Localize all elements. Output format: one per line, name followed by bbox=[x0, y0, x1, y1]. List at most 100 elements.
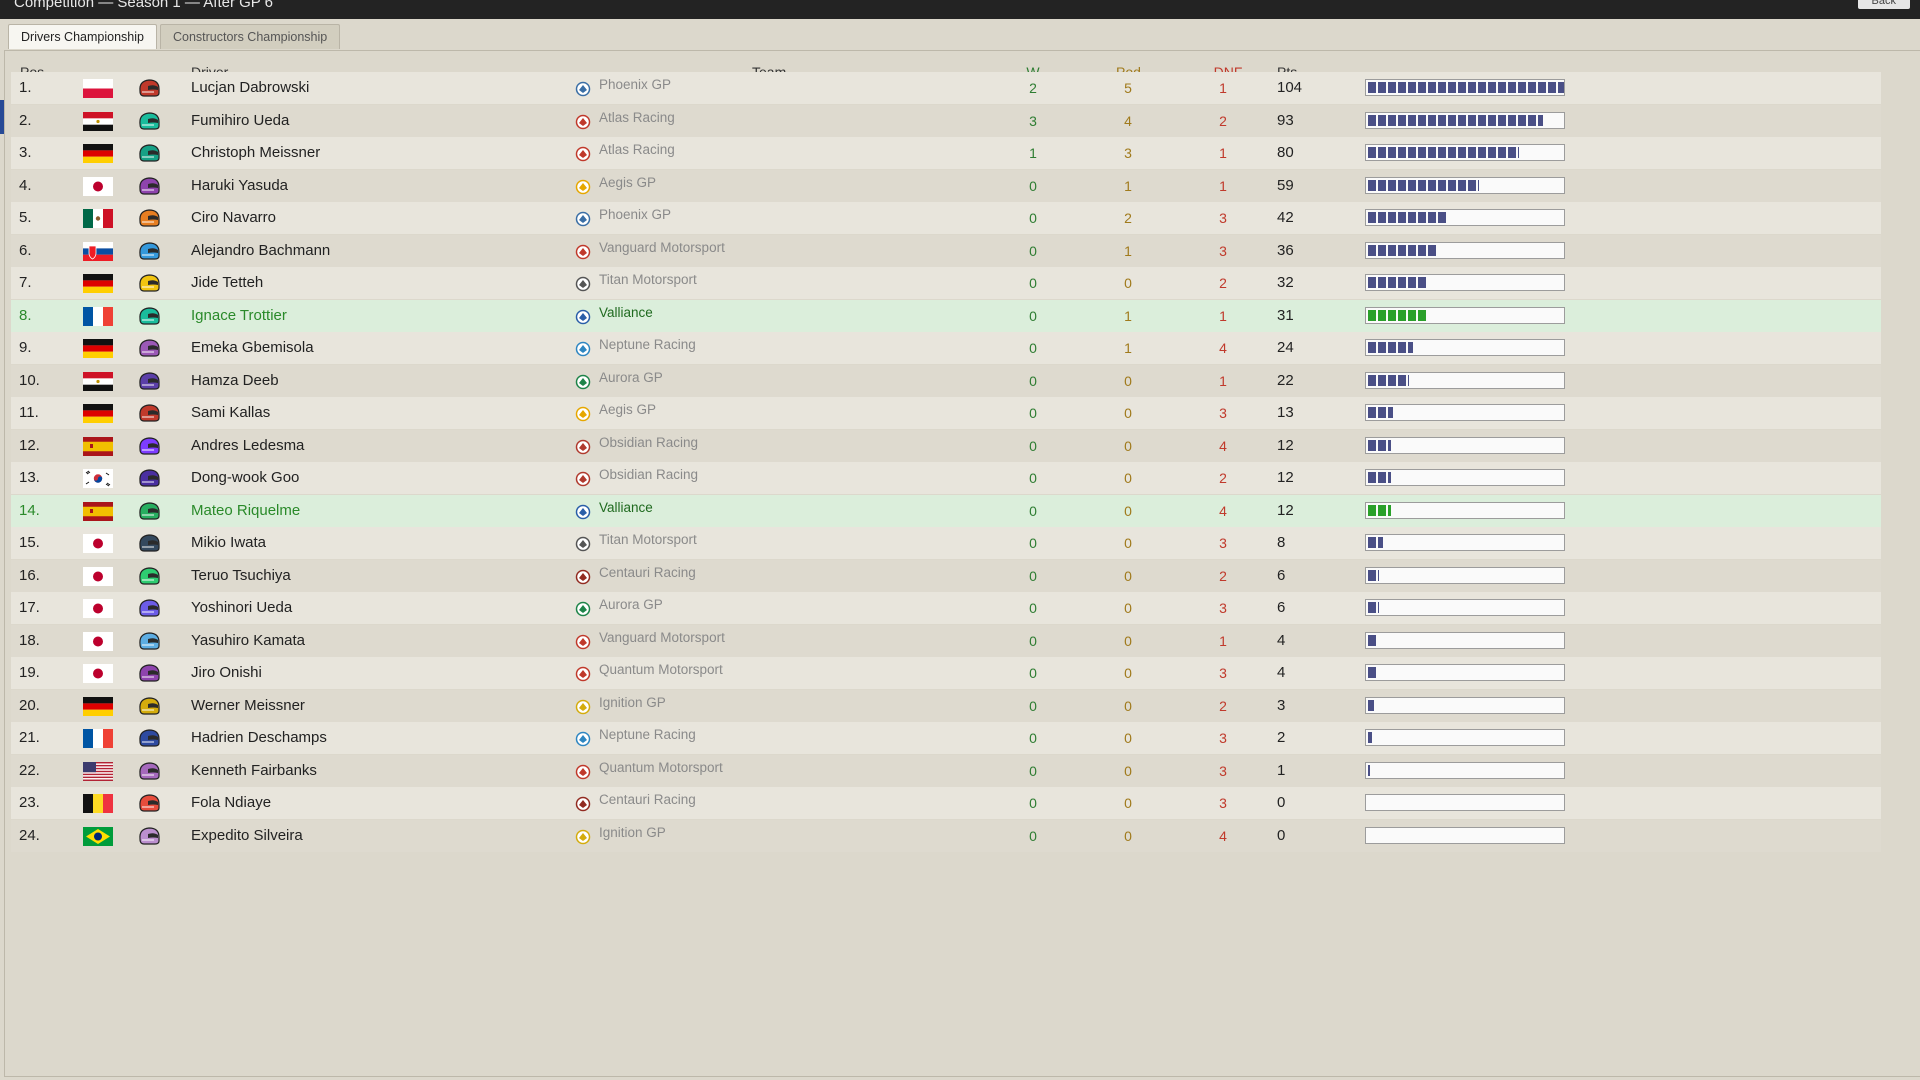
team-cell[interactable]: Quantum Motorsport bbox=[575, 654, 723, 686]
team-cell[interactable]: Ignition GP bbox=[575, 817, 666, 849]
team-name: Quantum Motorsport bbox=[599, 662, 723, 677]
podiums-value: 0 bbox=[1124, 795, 1132, 811]
driver-name[interactable]: Yasuhiro Kamata bbox=[191, 631, 305, 649]
table-row[interactable]: 8. Ignace Trottier Valliance 0 1 1 31 bbox=[11, 297, 1881, 332]
team-cell[interactable]: Titan Motorsport bbox=[575, 264, 697, 296]
driver-name[interactable]: Dong-wook Goo bbox=[191, 469, 300, 486]
tab-drivers-championship[interactable]: Drivers Championship bbox=[8, 24, 157, 49]
driver-name[interactable]: Jiro Onishi bbox=[191, 664, 262, 681]
table-row[interactable]: 5. Ciro Navarro Phoenix GP 0 2 3 42 bbox=[11, 202, 1881, 234]
table-row[interactable]: 2. Fumihiro Ueda Atlas Racing 3 4 2 93 bbox=[11, 102, 1881, 137]
team-cell[interactable]: Quantum Motorsport bbox=[575, 752, 723, 784]
helmet-icon bbox=[137, 792, 161, 814]
table-row[interactable]: 24. Expedito Silveira Ignition GP 0 0 4 0 bbox=[11, 817, 1881, 852]
wins-value: 0 bbox=[1029, 535, 1037, 551]
points-value: 12 bbox=[1277, 469, 1294, 486]
helmet-icon bbox=[137, 662, 161, 684]
team-cell[interactable]: Vanguard Motorsport bbox=[575, 622, 725, 654]
driver-name[interactable]: Mateo Riquelme bbox=[191, 501, 301, 519]
driver-name[interactable]: Sami Kallas bbox=[191, 404, 271, 421]
table-row[interactable]: 20. Werner Meissner Ignition GP 0 0 2 3 bbox=[11, 687, 1881, 722]
driver-name[interactable]: Emeka Gbemisola bbox=[191, 339, 314, 356]
team-cell[interactable]: Phoenix GP bbox=[575, 69, 671, 101]
team-cell[interactable]: Aegis GP bbox=[575, 394, 656, 426]
points-value: 80 bbox=[1277, 144, 1294, 161]
row-position: 2. bbox=[19, 111, 32, 129]
team-cell[interactable]: Ignition GP bbox=[575, 687, 666, 719]
team-cell[interactable]: Vanguard Motorsport bbox=[575, 232, 725, 264]
team-cell[interactable]: Aurora GP bbox=[575, 589, 663, 621]
driver-name[interactable]: Yoshinori Ueda bbox=[191, 599, 293, 616]
table-row[interactable]: 17. Yoshinori Ueda Aurora GP 0 0 3 6 bbox=[11, 592, 1881, 624]
table-row[interactable]: 21. Hadrien Deschamps Neptune Racing 0 0 3 2 bbox=[11, 722, 1881, 754]
podiums-value: 0 bbox=[1124, 405, 1132, 421]
driver-name[interactable]: Mikio Iwata bbox=[191, 534, 267, 551]
table-row[interactable]: 10. Hamza Deeb Aurora GP 0 0 1 22 bbox=[11, 362, 1881, 397]
team-logo-icon bbox=[575, 240, 591, 260]
table-row[interactable]: 7. Jide Tetteh Titan Motorsport 0 0 2 32 bbox=[11, 267, 1881, 299]
germany-flag bbox=[83, 696, 113, 716]
team-cell[interactable]: Neptune Racing bbox=[575, 329, 696, 361]
table-row[interactable]: 11. Sami Kallas Aegis GP 0 0 3 13 bbox=[11, 397, 1881, 429]
driver-name[interactable]: Kenneth Fairbanks bbox=[191, 761, 317, 779]
table-row[interactable]: 16. Teruo Tsuchiya Centauri Racing 0 0 2 6 bbox=[11, 557, 1881, 592]
table-row[interactable]: 19. Jiro Onishi Quantum Motorsport 0 0 3 4 bbox=[11, 657, 1881, 689]
driver-name[interactable]: Fumihiro Ueda bbox=[191, 111, 290, 129]
tab-constructors-championship[interactable]: Constructors Championship bbox=[159, 24, 341, 49]
driver-name[interactable]: Werner Meissner bbox=[191, 696, 305, 714]
driver-name[interactable]: Hamza Deeb bbox=[191, 371, 279, 389]
team-cell[interactable]: Centauri Racing bbox=[575, 557, 696, 589]
team-cell[interactable]: Titan Motorsport bbox=[575, 524, 697, 556]
table-row[interactable]: 3. Christoph Meissner Atlas Racing 1 3 1 80 bbox=[11, 137, 1881, 169]
table-row[interactable]: 18. Yasuhiro Kamata Vanguard Motorsport 0 0 1… bbox=[11, 622, 1881, 657]
team-cell[interactable]: Valliance bbox=[575, 297, 653, 329]
driver-name[interactable]: Hadrien Deschamps bbox=[191, 729, 327, 746]
team-cell[interactable]: Atlas Racing bbox=[575, 102, 675, 134]
table-row[interactable]: 23. Fola Ndiaye Centauri Racing 0 0 3 0 bbox=[11, 787, 1881, 819]
team-cell[interactable]: Aegis GP bbox=[575, 167, 656, 199]
team-cell[interactable]: Obsidian Racing bbox=[575, 459, 698, 491]
driver-name[interactable]: Teruo Tsuchiya bbox=[191, 566, 291, 584]
team-logo-icon bbox=[575, 370, 591, 390]
helmet-icon bbox=[137, 597, 161, 619]
helmet-icon bbox=[137, 110, 161, 132]
table-row[interactable]: 22. Kenneth Fairbanks Quantum Motorsport 0 0… bbox=[11, 752, 1881, 787]
points-bar-fill bbox=[1368, 277, 1428, 288]
table-row[interactable]: 9. Emeka Gbemisola Neptune Racing 0 1 4 24 bbox=[11, 332, 1881, 364]
driver-name[interactable]: Jide Tetteh bbox=[191, 274, 264, 291]
back-button[interactable]: Back bbox=[1857, 0, 1910, 9]
points-bar-fill bbox=[1368, 342, 1413, 353]
driver-name[interactable]: Ciro Navarro bbox=[191, 209, 277, 226]
dnf-value: 3 bbox=[1219, 405, 1227, 421]
table-row[interactable]: 12. Andres Ledesma Obsidian Racing 0 0 4 12 bbox=[11, 427, 1881, 462]
points-bar-fill bbox=[1368, 472, 1391, 483]
driver-name[interactable]: Lucjan Dabrowski bbox=[191, 79, 310, 96]
driver-name[interactable]: Ignace Trottier bbox=[191, 306, 287, 324]
table-row[interactable]: 1. Lucjan Dabrowski Phoenix GP 2 5 1 104 bbox=[11, 72, 1881, 104]
table-row[interactable]: 14. Mateo Riquelme Valliance 0 0 4 12 bbox=[11, 492, 1881, 527]
driver-name[interactable]: Fola Ndiaye bbox=[191, 794, 272, 811]
table-row[interactable]: 15. Mikio Iwata Titan Motorsport 0 0 3 8 bbox=[11, 527, 1881, 559]
team-logo-icon bbox=[575, 175, 591, 195]
points-value: 24 bbox=[1277, 339, 1294, 356]
helmet-icon bbox=[137, 402, 161, 424]
table-row[interactable]: 6. Alejandro Bachmann Vanguard Motorsport 0… bbox=[11, 232, 1881, 267]
driver-name[interactable]: Expedito Silveira bbox=[191, 826, 303, 844]
driver-name[interactable]: Andres Ledesma bbox=[191, 436, 305, 454]
table-row[interactable]: 13. Dong-wook Goo Obsidian Racing 0 0 2 12 bbox=[11, 462, 1881, 494]
row-position: 10. bbox=[19, 371, 40, 389]
table-row[interactable]: 4. Haruki Yasuda Aegis GP 0 1 1 59 bbox=[11, 167, 1881, 202]
team-cell[interactable]: Obsidian Racing bbox=[575, 427, 698, 459]
team-cell[interactable]: Centauri Racing bbox=[575, 784, 696, 816]
podiums-value: 0 bbox=[1124, 535, 1132, 551]
team-cell[interactable]: Neptune Racing bbox=[575, 719, 696, 751]
points-bar-fill bbox=[1368, 212, 1447, 223]
driver-name[interactable]: Alejandro Bachmann bbox=[191, 241, 331, 259]
team-cell[interactable]: Atlas Racing bbox=[575, 134, 675, 166]
driver-name[interactable]: Haruki Yasuda bbox=[191, 176, 289, 194]
team-cell[interactable]: Valliance bbox=[575, 492, 653, 524]
team-cell[interactable]: Phoenix GP bbox=[575, 199, 671, 231]
podiums-value: 4 bbox=[1124, 112, 1132, 129]
driver-name[interactable]: Christoph Meissner bbox=[191, 144, 321, 161]
team-cell[interactable]: Aurora GP bbox=[575, 362, 663, 394]
